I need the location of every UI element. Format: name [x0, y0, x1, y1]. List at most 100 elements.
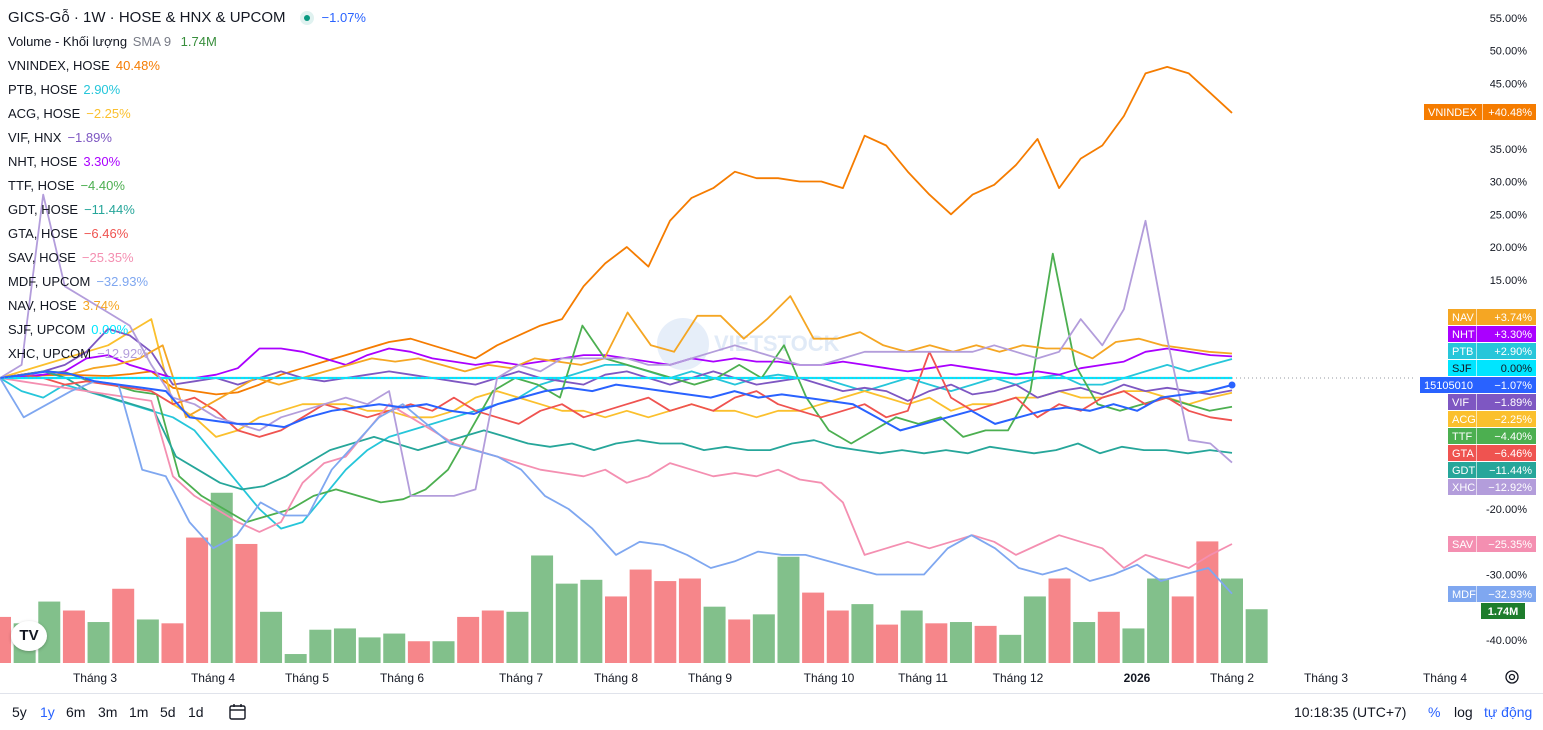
legend-row-xhc[interactable]: XHC, UPCOM −12.92% — [8, 342, 366, 366]
series-tag-vif: VIF −1.89% — [1448, 394, 1536, 410]
y-tick-label: 20.00% — [1490, 242, 1528, 254]
legend-symbol: XHC, UPCOM — [8, 346, 92, 361]
settings-gear-icon[interactable] — [1503, 668, 1521, 686]
y-tick-label: 15.00% — [1490, 275, 1528, 287]
time-axis-label: Tháng 12 — [993, 671, 1044, 685]
watermark: VIETSTOCK — [657, 318, 840, 370]
legend-value: 40.48% — [115, 58, 160, 73]
volume-bar — [1221, 578, 1243, 663]
y-tick-label: 45.00% — [1490, 78, 1528, 90]
series-tag-symbol: NHT — [1452, 329, 1475, 341]
time-axis-label: Tháng 2 — [1210, 671, 1254, 685]
legend-row-acg[interactable]: ACG, HOSE −2.25% — [8, 102, 366, 126]
legend-symbol: NHT, HOSE — [8, 154, 78, 169]
range-button-5d[interactable]: 5d — [160, 704, 176, 720]
legend-symbol: GDT, HOSE — [8, 202, 79, 217]
series-tag-value: −32.93% — [1488, 589, 1532, 601]
volume-bar — [802, 592, 825, 663]
volume-bar — [900, 610, 923, 663]
y-tick-label: 55.00% — [1490, 13, 1528, 25]
time-axis-label: Tháng 3 — [1304, 671, 1348, 685]
volume-bar — [1245, 609, 1268, 663]
y-tick-label: 30.00% — [1490, 177, 1528, 189]
range-button-6m[interactable]: 6m — [66, 704, 86, 720]
legend-row-sav[interactable]: SAV, HOSE −25.35% — [8, 246, 366, 270]
y-tick-label: 50.00% — [1490, 46, 1528, 58]
legend-symbol: VIF, HNX — [8, 130, 62, 145]
legend-value: −25.35% — [81, 250, 134, 265]
volume-bar — [949, 622, 972, 663]
legend-row-nht[interactable]: NHT, HOSE 3.30% — [8, 150, 366, 174]
legend-value: −32.93% — [96, 274, 149, 289]
legend-row-mdf[interactable]: MDF, UPCOM −32.93% — [8, 270, 366, 294]
watermark-text: VIETSTOCK — [714, 331, 840, 356]
range-button-1m[interactable]: 1m — [129, 704, 149, 720]
legend-symbol: GTA, HOSE — [8, 226, 78, 241]
legend-row-ptb[interactable]: PTB, HOSE 2.90% — [8, 78, 366, 102]
series-line-nht — [0, 347, 1233, 379]
series-tag-gta: GTA −6.46% — [1448, 445, 1536, 461]
volume-bar — [210, 492, 233, 663]
time-axis-label: Tháng 4 — [191, 671, 235, 685]
range-button-1d[interactable]: 1d — [188, 704, 204, 720]
legend-row-gdt[interactable]: GDT, HOSE −11.44% — [8, 198, 366, 222]
legend-row-vnindex[interactable]: VNINDEX, HOSE 40.48% — [8, 54, 366, 78]
legend-row-nav[interactable]: NAV, HOSE 3.74% — [8, 294, 366, 318]
legend-value: 3.74% — [82, 298, 120, 313]
volume-bar — [260, 611, 283, 663]
legend-row-sjf[interactable]: SJF, UPCOM 0.00% — [8, 318, 366, 342]
volume-bar — [457, 616, 480, 663]
legend-value: 2.90% — [83, 82, 121, 97]
volume-bar — [136, 619, 159, 663]
series-line-vif — [0, 327, 1233, 402]
series-tag-acg: ACG −2.25% — [1448, 411, 1536, 427]
legend-row-gta[interactable]: GTA, HOSE −6.46% — [8, 222, 366, 246]
volume-sma: SMA 9 — [132, 34, 172, 49]
series-tag-gdt: GDT −11.44% — [1448, 462, 1536, 478]
series-tag-value: −4.40% — [1494, 431, 1532, 443]
watermark-globe-icon — [657, 318, 709, 370]
legend-row-ttf[interactable]: TTF, HOSE −4.40% — [8, 174, 366, 198]
y-tick-label: 25.00% — [1490, 209, 1528, 221]
bottom-toolbar: 5y 1y 6m 3m 1m 5d 1d 10:18:35 (UTC+7) % log tự… — [0, 693, 1543, 730]
legend-value: 0.00% — [91, 322, 129, 337]
legend-row-vif[interactable]: VIF, HNX −1.89% — [8, 126, 366, 150]
time-axis-label: Tháng 11 — [898, 671, 948, 685]
volume-bar — [506, 611, 529, 663]
series-tag-mdf: MDF −32.93% — [1448, 586, 1536, 602]
legend-symbol: ACG, HOSE — [8, 106, 81, 121]
series-tag-ptb: PTB +2.90% — [1448, 343, 1536, 359]
volume-bar — [1097, 611, 1120, 663]
time-axis-label: Tháng 10 — [804, 671, 855, 685]
legend-symbol: SJF, UPCOM — [8, 322, 86, 337]
chart-canvas[interactable]: VIETSTOCK 55.00%50.00%45.00%40.00%35.00%… — [0, 0, 1543, 693]
volume-bar — [1196, 541, 1219, 663]
series-tag-xhc: XHC −12.92% — [1448, 479, 1536, 495]
time-axis-label: Tháng 8 — [594, 671, 638, 685]
volume-bar — [186, 537, 209, 663]
series-tag-vnindex: VNINDEX +40.48% — [1424, 104, 1536, 120]
legend-symbol: PTB, HOSE — [8, 82, 78, 97]
range-button-1y[interactable]: 1y — [40, 704, 55, 720]
volume-bar — [383, 633, 406, 663]
series-tag-symbol: MDF — [1452, 589, 1476, 601]
title-change: −1.07% — [321, 10, 366, 25]
time-axis-label: Tháng 5 — [285, 671, 329, 685]
auto-scale-toggle[interactable]: tự động — [1484, 704, 1533, 720]
range-button-3m[interactable]: 3m — [98, 704, 118, 720]
legend-symbol: VNINDEX, HOSE — [8, 58, 110, 73]
series-tag-symbol: SAV — [1452, 539, 1474, 551]
clock-display: 10:18:35 (UTC+7) — [1294, 704, 1407, 720]
volume-bar — [481, 610, 504, 663]
range-button-5y[interactable]: 5y — [12, 704, 27, 720]
series-tag-ttf: TTF −4.40% — [1448, 428, 1536, 444]
percent-toggle[interactable]: % — [1428, 704, 1441, 720]
log-toggle[interactable]: log — [1454, 704, 1473, 720]
series-tag-value: −2.25% — [1494, 414, 1532, 426]
volume-bar — [605, 596, 627, 663]
tradingview-logo[interactable]: TV — [11, 621, 47, 651]
time-axis: Tháng 3 Tháng 4 Tháng 5 Tháng 6 Tháng 7 Tháng… — [73, 671, 1467, 685]
volume-bar — [1122, 628, 1145, 663]
calendar-range-icon[interactable] — [228, 702, 248, 722]
series-line-sav — [0, 377, 1233, 569]
